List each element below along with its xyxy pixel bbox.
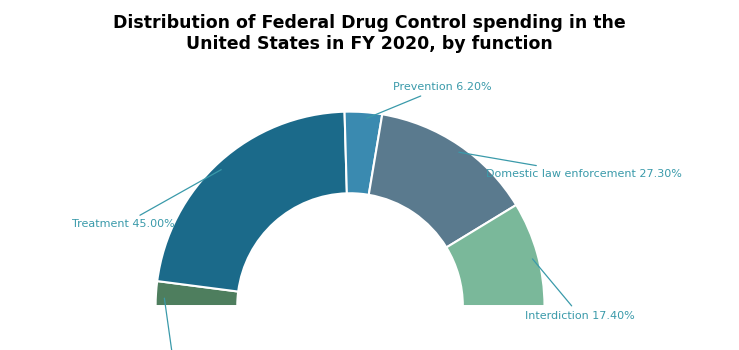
Text: Interdiction 17.40%: Interdiction 17.40% bbox=[525, 259, 635, 321]
Text: Domestic law enforcement 27.30%: Domestic law enforcement 27.30% bbox=[459, 152, 682, 179]
Wedge shape bbox=[157, 112, 347, 292]
Text: Prevention 6.20%: Prevention 6.20% bbox=[367, 82, 491, 118]
Wedge shape bbox=[446, 205, 545, 306]
Text: Distribution of Federal Drug Control spending in the
United States in FY 2020, b: Distribution of Federal Drug Control spe… bbox=[113, 14, 626, 53]
Wedge shape bbox=[369, 114, 516, 247]
Text: Treatment 45.00%: Treatment 45.00% bbox=[72, 170, 221, 229]
Text: International 4.10%: International 4.10% bbox=[119, 298, 230, 350]
Wedge shape bbox=[156, 281, 238, 306]
Wedge shape bbox=[344, 112, 382, 195]
